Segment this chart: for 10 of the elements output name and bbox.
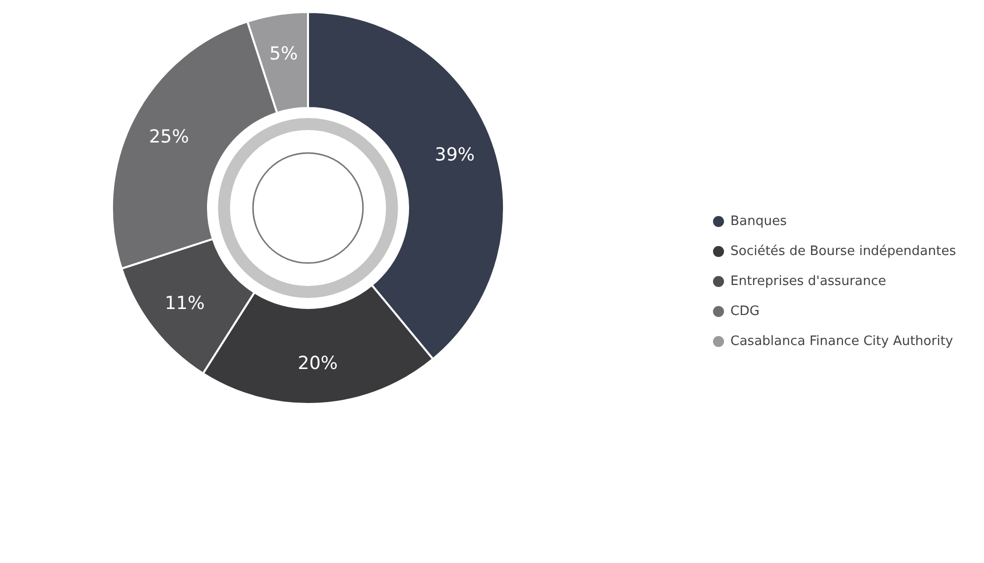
data-label: 5% — [269, 43, 298, 64]
legend-label: Entreprises d'assurance — [730, 272, 886, 290]
legend-label: Sociétés de Bourse indépendantes — [730, 242, 956, 260]
legend-label: Casablanca Finance City Authority — [730, 332, 954, 350]
legend-label: CDG — [730, 302, 760, 320]
data-label: 39% — [434, 144, 475, 166]
data-label: 20% — [298, 353, 338, 374]
data-label: 25% — [148, 126, 190, 148]
legend-label: Banques — [730, 212, 787, 230]
data-label: 11% — [164, 293, 205, 314]
